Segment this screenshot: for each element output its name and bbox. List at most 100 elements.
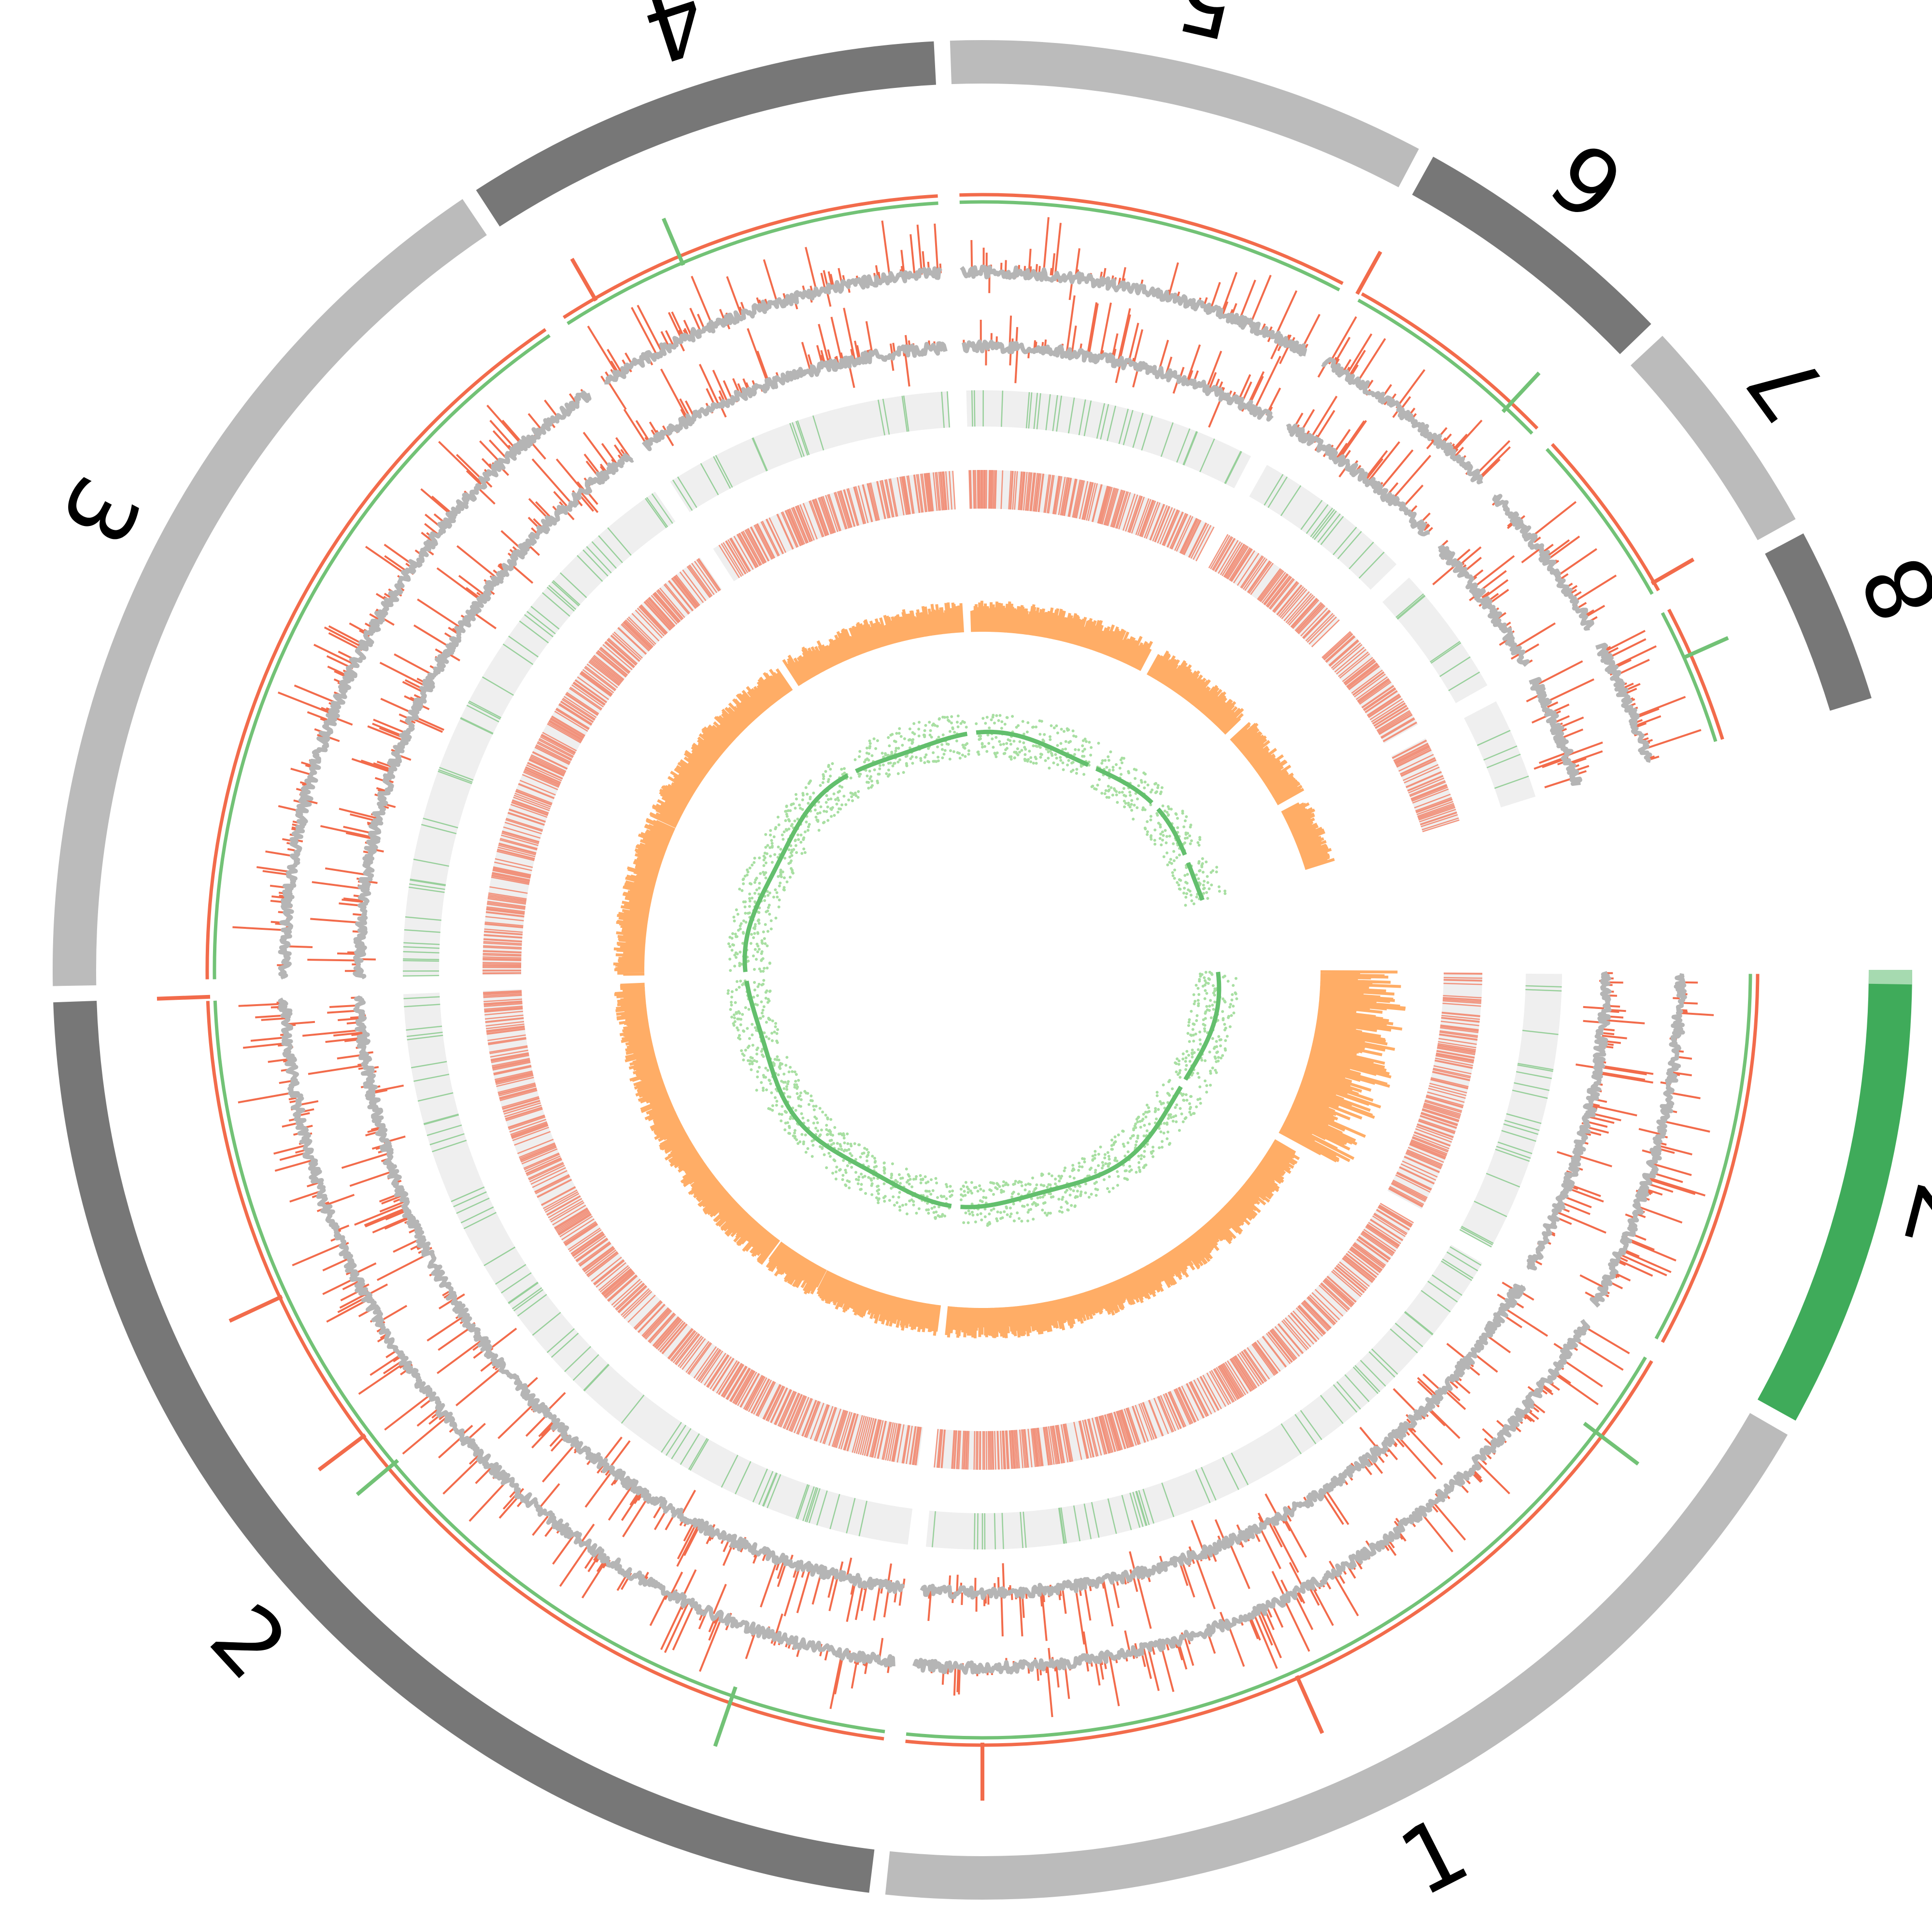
line-track-inner-baseline — [920, 1283, 1526, 1600]
scatter-point — [897, 747, 900, 750]
scatter-point — [1009, 742, 1012, 746]
scatter-point — [992, 1193, 995, 1196]
scatter-point — [1203, 880, 1206, 883]
scatter-point — [912, 1203, 915, 1207]
heatmap-green-band — [1464, 701, 1536, 808]
scatter-point — [733, 919, 736, 923]
scatter-point — [760, 1000, 763, 1004]
scatter-point — [735, 956, 738, 959]
scatter-point — [1195, 1019, 1198, 1022]
scatter-point — [752, 954, 755, 958]
scatter-point — [774, 1096, 777, 1099]
scatter-point — [1014, 1179, 1017, 1183]
scatter-point — [736, 1026, 739, 1029]
scatter-point — [771, 1104, 774, 1108]
scatter-point — [1068, 1193, 1072, 1197]
scatter-point — [974, 1220, 977, 1223]
scatter-point — [870, 780, 873, 783]
scatter-point — [1196, 1048, 1200, 1051]
scatter-point — [800, 1112, 803, 1115]
scatter-point — [1130, 799, 1134, 802]
scatter-point — [748, 1037, 751, 1040]
scatter-point — [783, 1128, 787, 1132]
scatter-point — [1107, 759, 1110, 762]
scatter-point — [777, 823, 781, 826]
scatter-point — [753, 1059, 756, 1062]
stack-red-arc — [206, 1001, 884, 1741]
scatter-point — [782, 1087, 786, 1090]
scatter-point — [1143, 808, 1147, 811]
stack-tick — [228, 1294, 283, 1323]
scatter-point — [1056, 744, 1059, 747]
scatter-point — [841, 1178, 844, 1181]
scatter-point — [796, 833, 799, 837]
scatter-point — [867, 1151, 870, 1154]
scatter-point — [807, 802, 810, 805]
scatter-point — [731, 932, 734, 935]
scatter-point — [1210, 973, 1214, 976]
scatter-point — [767, 904, 771, 907]
scatter-point — [1198, 869, 1201, 873]
scatter-point — [1198, 1030, 1202, 1034]
scatter-point — [1084, 1191, 1087, 1194]
heatmap-green-lines — [672, 391, 950, 511]
scatter-point — [1115, 790, 1118, 793]
stack-red-arc — [905, 1360, 1653, 1747]
ideogram-ring — [53, 40, 1913, 1900]
scatter-point — [995, 751, 999, 754]
scatter-point — [762, 1005, 766, 1009]
scatter-point — [1162, 1131, 1165, 1135]
scatter-point — [950, 721, 953, 724]
scatter-point — [1085, 740, 1088, 743]
scatter-point — [1129, 1136, 1132, 1140]
scatter-point — [753, 981, 756, 984]
scatter-point — [879, 764, 881, 767]
scatter-point — [873, 1161, 877, 1164]
scatter-point — [1205, 891, 1208, 894]
scatter-point — [760, 950, 764, 953]
scatter-point — [876, 780, 879, 783]
scatter-point — [751, 1062, 754, 1065]
scatter-point — [737, 1010, 740, 1013]
scatter-point — [1069, 1188, 1072, 1191]
stack-tick — [156, 994, 211, 1001]
scatter-point — [1077, 748, 1080, 752]
scatter-point — [1012, 739, 1016, 743]
scatter-point — [832, 1158, 836, 1162]
scatter-point — [1232, 1005, 1235, 1008]
scatter-point — [1047, 1211, 1050, 1215]
scatter-point — [1151, 788, 1154, 792]
scatter-point — [1110, 1138, 1113, 1142]
heatmap-green-band — [403, 491, 676, 976]
scatter-point — [1134, 777, 1137, 780]
scatter-point — [746, 1027, 749, 1030]
scatter-point — [1105, 796, 1108, 799]
scatter-point — [869, 775, 873, 778]
scatter-point — [883, 1171, 886, 1175]
scatter-point — [1060, 1206, 1063, 1209]
scatter-point — [934, 1177, 938, 1180]
scatter-point — [1223, 1028, 1226, 1032]
scatter-point — [908, 727, 911, 731]
scatter-point — [1103, 1153, 1107, 1156]
scatter-trend-curve — [854, 731, 968, 773]
scatter-point — [1226, 980, 1230, 983]
scatter-point — [1059, 1177, 1062, 1180]
scatter-point — [781, 833, 784, 837]
scatter-point — [865, 1148, 868, 1151]
scatter-point — [768, 1079, 771, 1082]
scatter-point — [948, 757, 952, 761]
scatter-point — [948, 1190, 952, 1193]
scatter-point — [823, 810, 826, 813]
scatter-point — [966, 742, 969, 745]
scatter-point — [795, 793, 797, 796]
scatter-point — [1064, 1191, 1067, 1194]
scatter-point — [727, 942, 730, 945]
scatter-point — [761, 957, 765, 960]
scatter-point — [1204, 1012, 1207, 1015]
scatter-point — [753, 988, 756, 992]
scatter-point — [809, 1099, 812, 1102]
scatter-point — [798, 803, 801, 807]
scatter-point — [984, 722, 987, 725]
scatter-point — [871, 1154, 874, 1158]
